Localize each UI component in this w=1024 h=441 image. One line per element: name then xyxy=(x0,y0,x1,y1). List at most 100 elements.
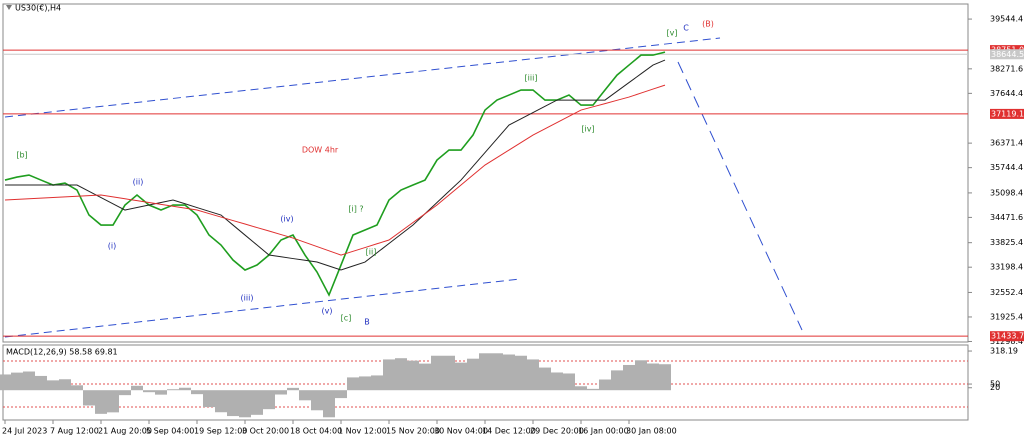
y-tick-label: 38271.6 xyxy=(990,64,1023,73)
indicator-bar xyxy=(47,380,59,391)
indicator-bar xyxy=(107,390,119,413)
indicator-bar xyxy=(419,363,431,391)
y-tick-label: 33198.4 xyxy=(990,263,1023,272)
wave-label: (iii) xyxy=(241,294,254,303)
level-label: 38644.5 xyxy=(991,50,1024,59)
indicator-bar xyxy=(167,389,179,391)
y-tick-label: 36371.4 xyxy=(990,139,1023,148)
indicator-bar xyxy=(71,385,83,391)
indicator-bar xyxy=(215,390,227,413)
indicator-bar xyxy=(467,358,479,391)
indicator-bar xyxy=(95,390,107,414)
indicator-bar xyxy=(143,390,155,393)
x-tick-label: 30 Jan 08:00 xyxy=(626,427,677,436)
x-tick-label: 29 Dec 20:00 xyxy=(530,427,584,436)
indicator-bar xyxy=(275,390,287,395)
indicator-y-tick-label: 20 xyxy=(990,383,1000,392)
indicator-bar xyxy=(479,353,491,391)
y-tick-label: 31925.4 xyxy=(990,312,1023,321)
indicator-bar xyxy=(35,375,47,391)
indicator-bar xyxy=(263,390,275,410)
indicator-bar xyxy=(359,376,371,391)
level-label: 37119.1 xyxy=(991,109,1024,118)
indicator-bar xyxy=(299,390,311,401)
y-tick-label: 31298.4 xyxy=(990,337,1023,346)
indicator-bar xyxy=(239,390,251,418)
indicator-bar xyxy=(527,359,539,391)
indicator-bar xyxy=(203,390,215,408)
indicator-bar xyxy=(347,377,359,391)
series-line xyxy=(4,84,666,256)
x-tick-label: 18 Oct 04:00 xyxy=(290,427,342,436)
wave-label: DOW 4hr xyxy=(302,146,339,155)
indicator-bar xyxy=(335,390,347,399)
y-tick-label: 32552.4 xyxy=(990,288,1023,297)
indicator-bar xyxy=(0,374,11,391)
wave-label: B xyxy=(364,318,370,327)
indicator-bar xyxy=(503,354,515,391)
indicator-bar xyxy=(563,373,575,391)
wave-label: [iv] xyxy=(581,125,594,134)
indicator-bar xyxy=(623,364,635,391)
indicator-bar xyxy=(83,390,95,406)
x-tick-label: 1 Nov 12:00 xyxy=(338,427,387,436)
x-tick-label: 5 Sep 04:00 xyxy=(146,427,194,436)
indicator-bar xyxy=(575,386,587,391)
wave-label: (v) xyxy=(322,307,333,316)
indicator-bar xyxy=(323,390,335,418)
indicator-bar xyxy=(191,390,203,395)
x-tick-label: 16 Jan 00:00 xyxy=(578,427,629,436)
wave-label: (B) xyxy=(702,20,714,29)
x-tick-label: 19 Sep 12:00 xyxy=(194,427,247,436)
wave-label: (i) xyxy=(108,242,116,251)
x-tick-label: 7 Aug 12:00 xyxy=(50,427,99,436)
chart-title: US30(€),H4 xyxy=(15,4,61,13)
indicator-bar xyxy=(59,379,71,391)
wave-label: [i] ? xyxy=(348,205,363,214)
level-label-box xyxy=(990,331,1024,342)
indicator-bar xyxy=(11,372,23,391)
wave-label: (ii) xyxy=(133,178,144,187)
y-tick-label: 34471.6 xyxy=(990,213,1023,222)
indicator-bar xyxy=(647,363,659,391)
indicator-bar xyxy=(431,355,443,391)
series-line xyxy=(5,59,666,271)
indicator-y-tick-label: 318.19 xyxy=(990,347,1018,356)
indicator-bar xyxy=(251,390,263,415)
indicator-bar xyxy=(635,360,647,391)
indicator-bar xyxy=(119,390,131,396)
y-tick-label: 35098.4 xyxy=(990,188,1023,197)
level-label-box xyxy=(990,108,1024,119)
wave-label: [iii] xyxy=(525,74,538,83)
indicator-title: MACD(12,26,9) 58.58 69.81 xyxy=(6,348,118,357)
y-tick-label: 37644.4 xyxy=(990,89,1023,98)
y-tick-label: 39544.4 xyxy=(990,15,1023,24)
level-label: 31433.7 xyxy=(991,332,1024,341)
y-tick-label: 33825.4 xyxy=(990,238,1023,247)
wave-label: C xyxy=(683,24,689,33)
x-tick-label: 3 Oct 20:00 xyxy=(242,427,289,436)
indicator-bar xyxy=(155,390,167,395)
x-tick-label: 14 Dec 12:00 xyxy=(482,427,536,436)
indicator-bar xyxy=(371,375,383,391)
indicator-bar xyxy=(311,390,323,411)
wave-label: [ii] xyxy=(366,248,377,257)
indicator-bar xyxy=(587,388,599,391)
y-tick-label: 35744.4 xyxy=(990,163,1023,172)
indicator-bar xyxy=(23,371,35,391)
indicator-bar xyxy=(227,390,239,417)
x-tick-label: 24 Jul 2023 xyxy=(2,427,47,436)
indicator-bar xyxy=(659,364,671,391)
indicator-bar xyxy=(407,360,419,391)
indicator-bar xyxy=(443,355,455,391)
indicator-bar xyxy=(551,372,563,391)
symbol-icon xyxy=(6,5,12,10)
indicator-bar xyxy=(539,367,551,391)
x-tick-label: 30 Nov 04:00 xyxy=(434,427,488,436)
indicator-bar xyxy=(131,385,143,391)
channel-lower xyxy=(4,278,521,338)
series-line xyxy=(4,51,666,297)
wave-label: [c] xyxy=(341,314,352,323)
